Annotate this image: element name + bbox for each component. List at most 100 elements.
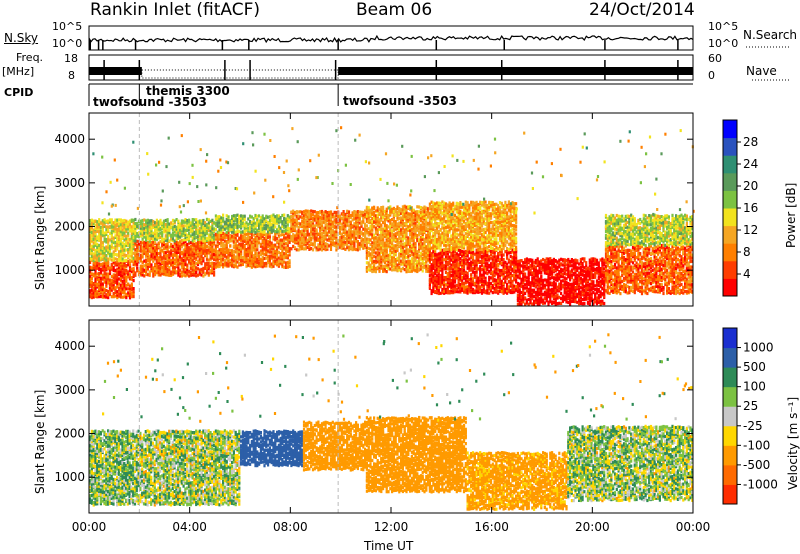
heatmap-cell <box>121 224 124 228</box>
heatmap-cell <box>119 242 122 246</box>
heatmap-cell <box>222 213 225 217</box>
heatmap-cell <box>191 253 194 258</box>
heatmap-cell <box>162 247 166 251</box>
heatmap-cell <box>146 255 149 259</box>
heatmap-cell <box>108 251 112 255</box>
heatmap-cell <box>175 227 178 231</box>
heatmap-cell <box>127 225 130 229</box>
heatmap-cell <box>171 258 175 262</box>
heatmap-cell <box>202 248 205 253</box>
heatmap-cell <box>139 229 142 233</box>
heatmap-cell <box>125 264 128 268</box>
heatmap-cell <box>143 240 146 244</box>
heatmap-cell <box>213 248 216 252</box>
heatmap-cell <box>112 236 115 240</box>
heatmap-cell <box>164 243 167 247</box>
heatmap-cell <box>171 268 175 272</box>
heatmap-cell <box>99 270 103 274</box>
cpid-ticks <box>88 84 339 106</box>
heatmap-cell <box>105 293 108 297</box>
heatmap-cell <box>154 246 157 250</box>
heatmap-cell <box>159 273 162 277</box>
heatmap-cell <box>148 237 151 241</box>
heatmap-cell <box>170 273 173 277</box>
heatmap-cell <box>186 272 189 276</box>
heatmap-cell <box>118 240 121 245</box>
heatmap-cell <box>186 228 189 232</box>
heatmap-cell <box>121 257 124 261</box>
heatmap-cell <box>98 238 101 242</box>
heatmap-cell <box>94 219 97 223</box>
heatmap-cell <box>119 270 122 274</box>
heatmap-cell <box>143 218 146 222</box>
heatmap-cell <box>92 261 95 265</box>
heatmap-cell <box>139 224 142 228</box>
heatmap-cell <box>188 223 191 227</box>
heatmap-cell <box>105 267 108 271</box>
heatmap-cell <box>179 235 182 239</box>
heatmap-cell <box>105 225 108 229</box>
heatmap-cell <box>205 244 209 249</box>
heatmap-cell <box>103 290 106 294</box>
heatmap-cell <box>101 282 104 286</box>
heatmap-cell <box>103 233 106 237</box>
heatmap-cell <box>171 260 175 264</box>
heatmap-cell <box>108 292 112 297</box>
heatmap-cell <box>92 257 95 261</box>
heatmap-cell <box>154 223 157 227</box>
heatmap-cell <box>101 287 104 291</box>
heatmap-cell <box>119 239 122 243</box>
heatmap-cell <box>130 225 133 229</box>
heatmap-cell <box>125 258 128 263</box>
heatmap-cell <box>161 272 164 276</box>
heatmap-cell <box>116 227 119 231</box>
heatmap-cell <box>155 243 158 247</box>
heatmap-cell <box>145 237 148 241</box>
heatmap-cell <box>139 240 142 245</box>
heatmap-cell <box>261 214 264 218</box>
heatmap-cell <box>123 265 126 269</box>
heatmap-cell <box>98 235 101 239</box>
heatmap-cell <box>123 253 126 257</box>
heatmap-cell <box>108 257 112 261</box>
heatmap-cell <box>182 241 185 245</box>
heatmap-cell <box>92 228 95 232</box>
heatmap-cell <box>175 225 178 229</box>
heatmap-cell <box>184 220 187 224</box>
heatmap-cell <box>177 244 180 248</box>
heatmap-cell <box>177 260 180 264</box>
heatmap-cell <box>112 253 115 257</box>
heatmap-cell <box>132 224 135 228</box>
beam-title: Beam 06 <box>356 0 433 20</box>
heatmap-cell <box>137 269 141 273</box>
heatmap-cell <box>112 238 115 242</box>
heatmap-cell <box>205 268 209 273</box>
heatmap-cell <box>189 227 192 231</box>
heatmap-cell <box>118 224 121 228</box>
heatmap-cell <box>179 274 182 278</box>
heatmap-cell <box>90 237 93 241</box>
heatmap-cell <box>105 280 108 285</box>
heatmap-cell <box>162 260 166 264</box>
heatmap-cell <box>96 228 99 232</box>
heatmap-cell <box>116 236 119 240</box>
heatmap-cell <box>101 265 104 269</box>
heatmap-cell <box>188 231 191 236</box>
heatmap-cell <box>146 247 149 251</box>
heatmap-cell <box>128 263 132 267</box>
heatmap-cell <box>134 234 137 238</box>
heatmap-cell <box>125 243 128 248</box>
heatmap-cell <box>121 274 124 278</box>
heatmap-cell <box>123 255 126 259</box>
heatmap-cell <box>90 244 93 248</box>
heatmap-cell <box>177 273 180 277</box>
heatmap-cell <box>155 258 158 262</box>
heatmap-cell <box>132 295 135 299</box>
heatmap-cell <box>105 254 108 258</box>
heatmap-cell <box>184 238 187 242</box>
heatmap-cell <box>159 254 162 258</box>
heatmap-cell <box>98 292 101 296</box>
heatmap-cell <box>132 240 135 244</box>
heatmap-cell <box>143 231 146 235</box>
heatmap-cell <box>159 231 162 235</box>
